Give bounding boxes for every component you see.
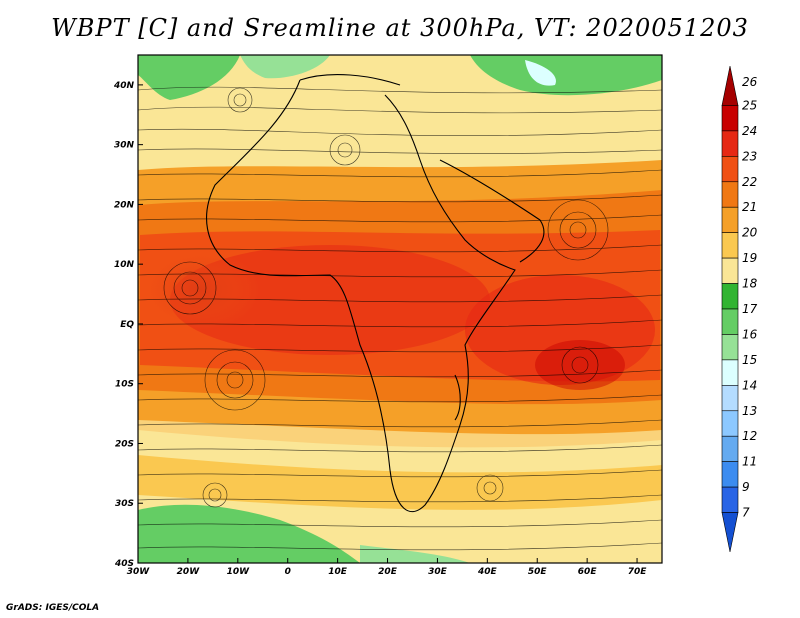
colorbar-label: 18 <box>742 277 758 291</box>
colorbar-label: 19 <box>742 251 757 265</box>
colorbar-label: 24 <box>742 124 757 138</box>
colorbar-label: 22 <box>742 175 757 189</box>
latitude-axis: 40N 30N 20N 10N EQ 10S 20S 30S 40S <box>113 81 143 569</box>
colorbar-label: 15 <box>742 353 757 367</box>
plot-frame <box>137 54 663 564</box>
lon-tick-label: 20W <box>177 567 201 577</box>
lon-tick-label: 50E <box>528 567 548 577</box>
colorbar-label: 26 <box>742 75 758 89</box>
coastline <box>206 74 545 513</box>
colorbar-swatch <box>721 334 739 361</box>
lat-tick-label: 10N <box>114 260 135 270</box>
lon-tick-label: 70E <box>628 567 648 577</box>
colorbar-swatch <box>721 461 739 488</box>
colorbar-label: 12 <box>742 429 757 443</box>
colorbar-swatch <box>721 181 739 208</box>
lon-tick-label: 10E <box>328 567 348 577</box>
grads-credit: GrADS: IGES/COLA <box>6 603 100 613</box>
lon-tick-label: 0 <box>285 567 291 577</box>
colorbar-label: 17 <box>742 302 758 316</box>
colorbar-swatch <box>721 232 739 259</box>
colorbar-label: 11 <box>742 455 757 469</box>
wbpt-field <box>138 55 662 563</box>
colorbar-swatch <box>721 65 739 106</box>
colorbar-swatch <box>721 308 739 335</box>
colorbar-label: 9 <box>742 480 750 494</box>
lat-tick-label: 10S <box>115 380 134 390</box>
lon-tick-label: 40E <box>477 567 498 577</box>
lat-tick-label: 30S <box>115 499 134 509</box>
colorbar-swatch <box>721 156 739 183</box>
chart-title: WBPT [C] and Sreamline at 300hPa, VT: 20… <box>51 14 749 42</box>
lat-tick-label: EQ <box>120 320 134 330</box>
lon-tick-label: 30W <box>127 567 151 577</box>
colorbar-swatch <box>721 206 739 233</box>
colorbar-swatch <box>721 257 739 284</box>
colorbar-swatch <box>721 385 739 412</box>
colorbar-swatch <box>721 486 739 513</box>
colorbar-label: 16 <box>742 327 758 341</box>
colorbar-swatch <box>721 359 739 386</box>
lon-tick-label: 30E <box>428 567 448 577</box>
colorbar-swatch <box>721 105 739 132</box>
colorbar-swatch <box>721 130 739 157</box>
colorbar-swatch <box>721 283 739 310</box>
colorbar-swatch <box>721 435 739 462</box>
lon-tick-label: 10W <box>227 567 251 577</box>
lon-tick-label: 20E <box>378 567 398 577</box>
lat-tick-label: 20S <box>115 439 134 449</box>
colorbar-label: 21 <box>742 200 757 214</box>
colorbar-label: 13 <box>742 404 757 418</box>
lat-tick-label: 20N <box>114 200 135 210</box>
colorbar-label: 25 <box>742 98 757 112</box>
longitude-axis: 30W 20W 10W 0 10E 20E 30E 40E 50E 60E 70E <box>127 558 647 577</box>
lon-tick-label: 60E <box>578 567 598 577</box>
lat-tick-label: 30N <box>114 141 135 151</box>
colorbar-label: 20 <box>742 226 758 240</box>
lat-tick-label: 40S <box>114 559 134 569</box>
colorbar-swatch <box>721 512 739 553</box>
colorbar-swatch <box>721 410 739 437</box>
colorbar: 26 25 24 23 22 21 20 19 18 17 16 15 14 13 12 11 9 7 <box>721 65 758 553</box>
colorbar-label: 23 <box>742 149 757 163</box>
lat-tick-label: 40N <box>113 81 135 91</box>
colorbar-label: 14 <box>742 378 757 392</box>
colorbar-label: 7 <box>742 506 750 520</box>
